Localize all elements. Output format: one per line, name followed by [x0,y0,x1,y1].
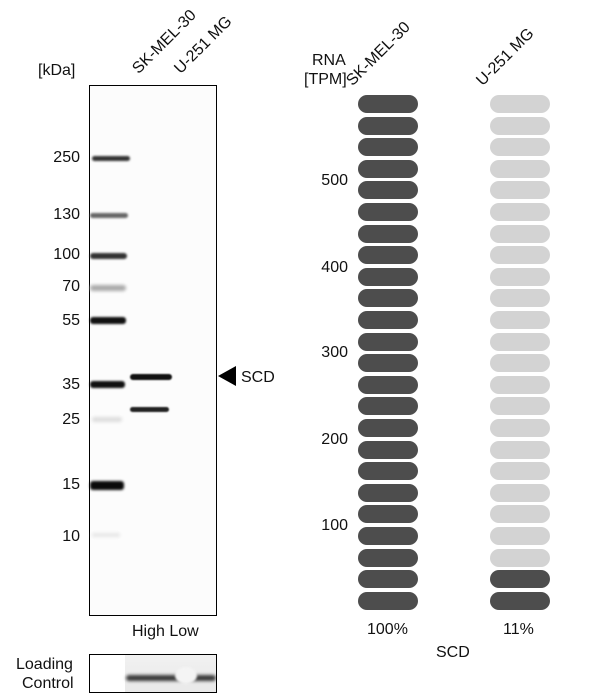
mw-marker-10: 10 [62,528,80,545]
loading-control-band [126,675,216,681]
rna-segment [358,440,418,459]
rna-segment [490,181,550,200]
rna-bar-u-251-mg [490,0,550,696]
rna-segment [358,95,418,113]
mw-marker-100: 100 [53,246,80,263]
rna-segment [358,462,418,481]
rna-segment [358,159,418,178]
scd-band-sk-mel-30 [130,374,172,380]
mw-marker-15: 15 [62,476,80,493]
ladder-band-25 [92,417,122,422]
tpm-tick-100: 100 [321,517,348,534]
rna-segment [358,505,418,524]
rna-segment [490,505,550,524]
lower-band-sk-mel-30 [130,407,169,412]
rna-percent-sk-mel-30: 100% [367,621,408,638]
rna-segment [490,440,550,459]
rna-segment [490,311,550,329]
rna-segment [358,375,418,394]
rna-segment [490,375,550,394]
mw-marker-250: 250 [53,149,80,166]
mw-marker-130: 130 [53,206,80,223]
rna-segment [358,548,418,567]
rna-segment [358,267,418,286]
rna-segment [358,181,418,200]
rna-gene-label: SCD [436,644,470,661]
tpm-tick-400: 400 [321,259,348,276]
loading-control-smear [125,655,216,692]
rna-segment [490,267,550,286]
rna-segment [490,203,550,221]
ladder-band-70 [90,285,126,291]
rna-segment [490,354,550,373]
rna-segment [490,397,550,416]
rna-segment [358,224,418,243]
rna-percent-u-251-mg: 11% [503,621,534,638]
rna-segment [358,246,418,265]
target-arrow-icon [218,366,236,386]
rna-segment [358,591,418,610]
tpm-tick-300: 300 [321,344,348,361]
loading-control-blot [89,654,217,693]
rna-segment [490,419,550,437]
rna-segment [358,527,418,545]
mw-marker-25: 25 [62,411,80,428]
ladder-band-35 [90,381,125,388]
rna-segment [490,527,550,545]
ladder-band-15 [90,481,124,490]
mw-marker-55: 55 [62,312,80,329]
expression-level-labels: High Low [132,623,199,640]
loading-control-label-line1: Loading [16,656,73,673]
rna-segment [358,419,418,437]
rna-segment [358,332,418,351]
rna-segment [358,289,418,308]
rna-segment [358,397,418,416]
rna-ylabel-line1: RNA [312,52,346,69]
rna-segment [490,591,550,610]
rna-segment [490,224,550,243]
rna-segment [490,138,550,157]
rna-bar-sk-mel-30 [358,0,418,696]
target-protein-label: SCD [241,369,275,386]
ladder-band-10 [92,533,120,537]
rna-ylabel-line2: [TPM] [304,71,347,88]
rna-segment [490,159,550,178]
rna-segment [490,246,550,265]
rna-segment [490,570,550,589]
rna-segment [490,289,550,308]
loading-control-label-line2: Control [22,675,74,692]
rna-segment [490,462,550,481]
tpm-tick-500: 500 [321,172,348,189]
rna-segment [490,548,550,567]
rna-segment [490,116,550,135]
ladder-band-130 [90,213,128,218]
tpm-tick-200: 200 [321,431,348,448]
mw-marker-70: 70 [62,278,80,295]
ladder-band-250 [92,156,130,161]
rna-segment [358,203,418,221]
rna-segment [490,95,550,113]
rna-segment [490,332,550,351]
rna-segment [358,311,418,329]
mw-marker-35: 35 [62,376,80,393]
loading-control-bubble [175,667,197,684]
rna-segment [490,483,550,502]
western-blot-image [89,85,217,616]
rna-segment [358,570,418,589]
ladder-band-100 [90,253,127,259]
ladder-band-55 [90,317,126,324]
rna-segment [358,354,418,373]
rna-segment [358,138,418,157]
rna-segment [358,116,418,135]
kda-unit-label: [kDa] [38,62,76,79]
rna-segment [358,483,418,502]
